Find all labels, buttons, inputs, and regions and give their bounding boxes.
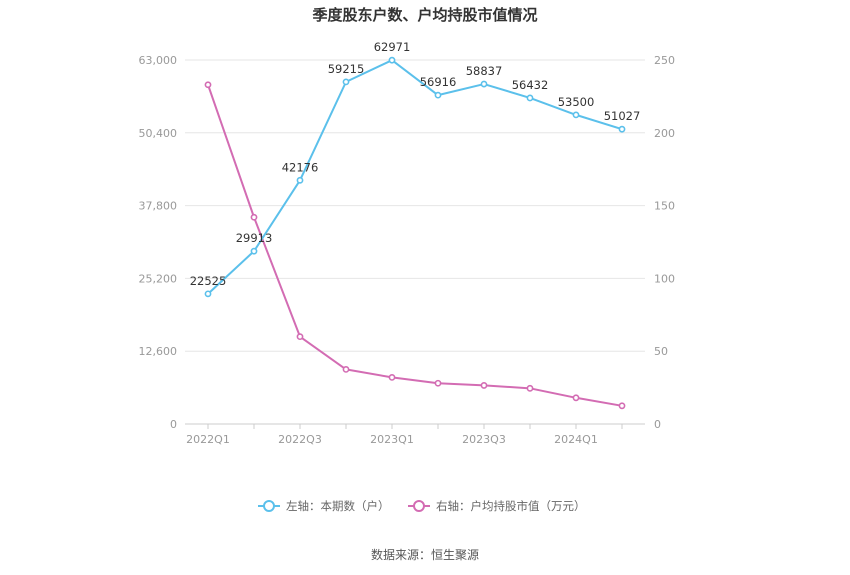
data-point-right: [342, 365, 350, 373]
x-tick-label: 2024Q1: [554, 433, 598, 446]
x-tick-label: 2022Q3: [278, 433, 322, 446]
data-label: 62971: [374, 40, 411, 54]
legend-item-right[interactable]: 右轴：户均持股市值（万元）: [408, 499, 586, 513]
legend-marker: [413, 500, 425, 512]
data-point-left: [526, 94, 534, 102]
right-tick-label: 250: [654, 54, 675, 67]
source-note: 数据来源：恒生聚源: [371, 547, 479, 562]
x-axis-ticks: 2022Q1 2022Q3 2023Q1 2023Q3 2024Q1: [186, 424, 623, 446]
data-point-left: [296, 176, 304, 184]
data-point-left: [480, 80, 488, 88]
left-tick-label: 37,800: [139, 200, 178, 213]
data-point-left: [572, 111, 580, 119]
chart-title: 季度股东户数、户均持股市值情况: [312, 6, 537, 24]
legend: 左轴：本期数（户） 右轴：户均持股市值（万元）: [258, 499, 586, 513]
data-point-left: [204, 290, 212, 298]
data-point-left: [434, 91, 442, 99]
right-axis-ticks: 0 50 100 150 200 250: [654, 54, 675, 431]
left-axis-ticks: 0 12,600 25,200 37,800 50,400 63,000: [139, 54, 178, 431]
data-label: 51027: [604, 109, 641, 123]
series-line-right: [207, 84, 623, 407]
data-point-right: [572, 394, 580, 402]
series-left: [204, 56, 626, 298]
data-point-right: [526, 384, 534, 392]
data-point-left: [342, 78, 350, 86]
right-tick-label: 100: [654, 272, 675, 285]
x-tick-label: 2023Q3: [462, 433, 506, 446]
grid-lines: [185, 59, 645, 425]
data-label: 53500: [558, 95, 595, 109]
data-point-right: [434, 379, 442, 387]
data-point-right: [296, 333, 304, 341]
data-point-left: [250, 247, 258, 255]
legend-item-left[interactable]: 左轴：本期数（户）: [258, 499, 390, 513]
data-point-right: [618, 402, 626, 410]
data-label: 29913: [236, 231, 273, 245]
data-label: 58837: [466, 64, 503, 78]
left-tick-label: 25,200: [139, 272, 178, 285]
right-tick-label: 150: [654, 200, 675, 213]
data-label: 22525: [190, 274, 227, 288]
right-tick-label: 200: [654, 127, 675, 140]
data-point-right: [204, 81, 212, 89]
data-label: 56916: [420, 75, 457, 89]
series-line-left: [207, 59, 623, 295]
left-tick-label: 63,000: [139, 54, 178, 67]
data-point-right: [250, 213, 258, 221]
x-tick-label: 2023Q1: [370, 433, 414, 446]
right-tick-label: 50: [654, 345, 668, 358]
x-tick-label: 2022Q1: [186, 433, 230, 446]
data-point-left: [618, 125, 626, 133]
data-label: 56432: [512, 78, 549, 92]
data-labels: 22525 29913 42176 59215 62971 56916 58837 56432…: [190, 40, 641, 288]
legend-label: 左轴：本期数（户）: [286, 499, 390, 513]
data-point-right: [480, 382, 488, 389]
legend-label: 右轴：户均持股市值（万元）: [436, 499, 586, 513]
data-label: 59215: [328, 62, 365, 76]
left-tick-label: 0: [170, 418, 177, 431]
right-tick-label: 0: [654, 418, 661, 431]
left-tick-label: 50,400: [139, 127, 178, 140]
legend-marker: [263, 500, 275, 512]
series-right: [204, 81, 626, 410]
data-label: 42176: [282, 160, 319, 174]
data-point-right: [388, 374, 396, 381]
left-tick-label: 12,600: [139, 345, 178, 358]
data-point-left: [388, 56, 396, 64]
series-lines: [204, 56, 626, 410]
